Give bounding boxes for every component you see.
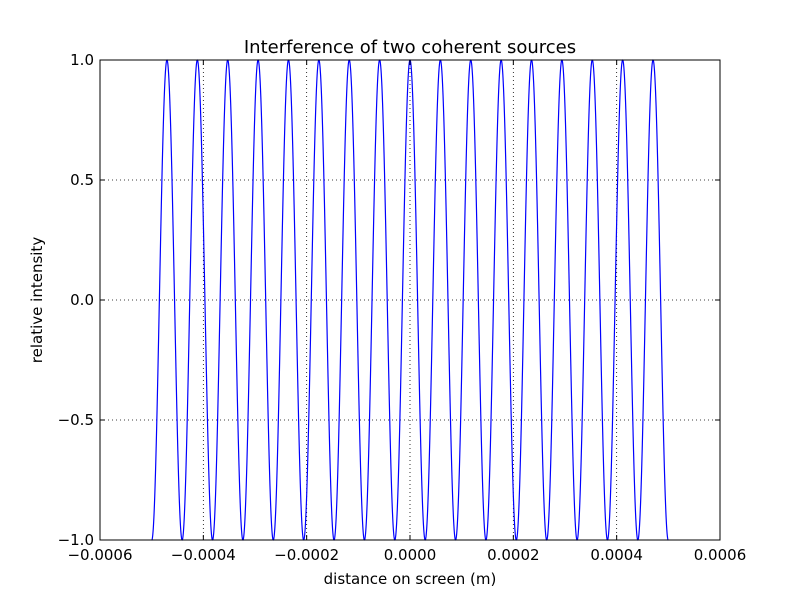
x-tick-label: 0.0000 — [384, 546, 437, 564]
y-axis-label: relative intensity — [28, 237, 46, 364]
x-tick-label: −0.0006 — [67, 546, 132, 564]
y-tick-label: −0.5 — [58, 411, 94, 429]
y-tick-label: 0.5 — [70, 171, 94, 189]
x-tick-label: −0.0002 — [274, 546, 339, 564]
x-tick-label: 0.0002 — [487, 546, 540, 564]
y-tick-label: 1.0 — [70, 51, 94, 69]
y-tick-label: −1.0 — [58, 531, 94, 549]
grid — [100, 60, 720, 540]
ticks: −0.0006 −0.0004 −0.0002 0.0000 0.0002 0.0004 0… — [58, 51, 747, 564]
chart-title: Interference of two coherent sources — [244, 37, 576, 58]
x-tick-label: −0.0004 — [171, 546, 236, 564]
x-axis-label: distance on screen (m) — [324, 570, 497, 588]
y-tick-label: 0.0 — [70, 291, 94, 309]
x-tick-label: 0.0006 — [694, 546, 747, 564]
x-tick-label: 0.0004 — [590, 546, 643, 564]
